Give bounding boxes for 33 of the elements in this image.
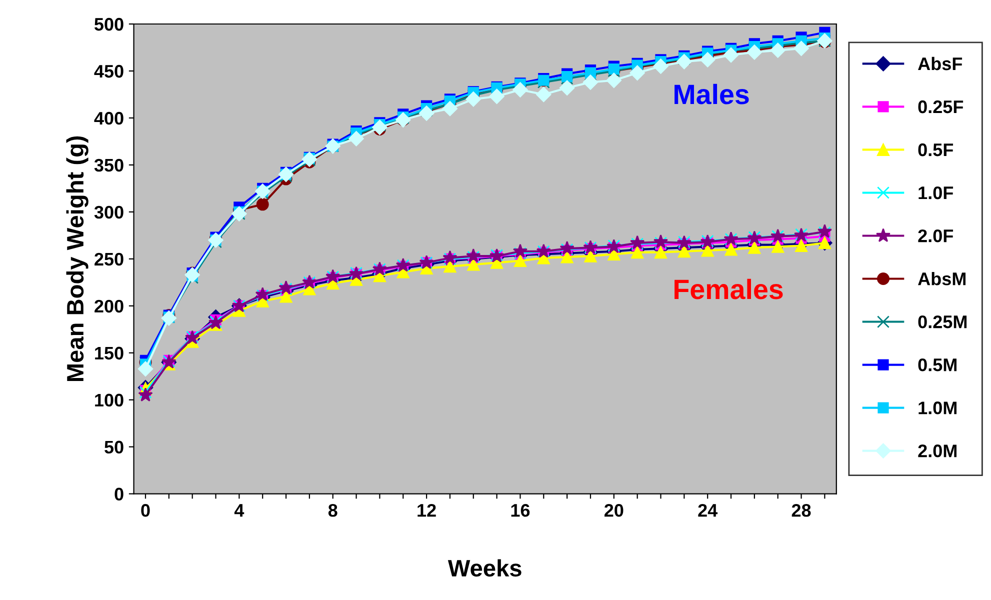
- legend-label: AbsF: [918, 56, 962, 70]
- x-tick-label: 24: [698, 504, 718, 517]
- legend-label: 0.5M: [918, 358, 956, 372]
- y-tick-label: 300: [94, 206, 124, 219]
- legend-label: 1.0M: [918, 402, 956, 414]
- y-tick-label: 400: [94, 112, 124, 125]
- y-tick-label: 0: [114, 488, 124, 501]
- y-tick-label: 50: [104, 440, 124, 454]
- y-tick-label: 200: [94, 300, 124, 313]
- x-tick-label: 4: [234, 504, 244, 517]
- y-tick-label: 500: [94, 18, 124, 31]
- legend-label: 0.25F: [918, 100, 964, 114]
- y-tick-label: 100: [95, 394, 124, 407]
- legend-label: AbsM: [918, 272, 966, 286]
- annotation: Males: [674, 84, 749, 104]
- x-tick-label: 20: [604, 504, 624, 517]
- legend-label: 1.0F: [918, 186, 954, 200]
- y-axis-title: Mean Body Weight (g): [66, 136, 88, 382]
- x-tick-label: 28: [792, 504, 811, 517]
- legend-label: 0.25M: [918, 315, 967, 328]
- legend-label: 2.0F: [918, 229, 954, 242]
- x-tick-label: 0: [141, 504, 150, 517]
- legend-label: 0.5F: [918, 143, 954, 156]
- x-tick-label: 12: [418, 504, 436, 517]
- y-tick-label: 450: [94, 64, 124, 78]
- x-axis-title: Weeks: [448, 559, 522, 577]
- x-tick-label: 16: [511, 504, 530, 517]
- y-tick-label: 350: [94, 158, 124, 172]
- y-tick-label: 250: [94, 252, 124, 266]
- annotation: Females: [674, 278, 783, 300]
- legend-label: 2.0M: [918, 444, 956, 458]
- x-tick-label: 8: [328, 504, 338, 517]
- y-tick-label: 150: [95, 346, 124, 360]
